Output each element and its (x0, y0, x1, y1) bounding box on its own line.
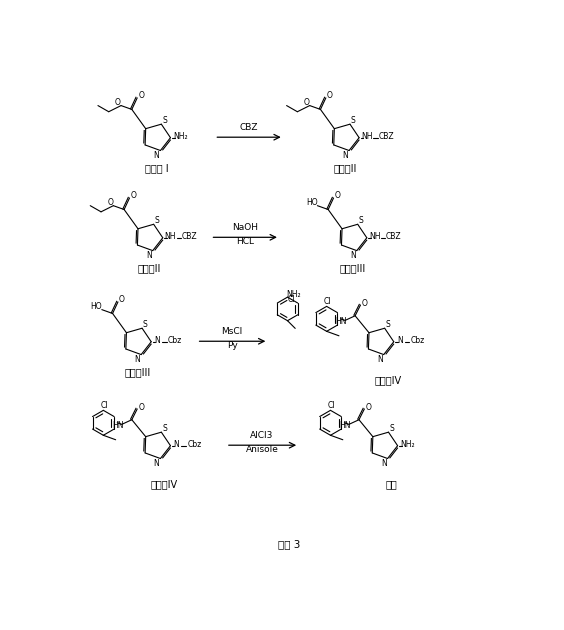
Text: 化合物III: 化合物III (124, 367, 151, 377)
Text: HN: HN (340, 421, 351, 430)
Text: N: N (154, 151, 160, 159)
Text: S: S (162, 424, 167, 433)
Text: NH₂: NH₂ (173, 132, 188, 140)
Text: MsCl: MsCl (222, 327, 243, 336)
Text: O: O (107, 198, 113, 207)
Text: O: O (334, 191, 340, 200)
Text: O: O (138, 91, 144, 100)
Text: CBZ: CBZ (240, 123, 258, 132)
Text: N: N (377, 355, 383, 364)
Text: 化合物 I: 化合物 I (145, 163, 169, 173)
Text: N: N (154, 459, 160, 467)
Text: Cl: Cl (100, 401, 108, 410)
Text: S: S (143, 320, 148, 329)
Text: S: S (358, 216, 363, 225)
Text: N: N (397, 336, 403, 345)
Text: S: S (155, 216, 159, 225)
Text: 产物: 产物 (386, 479, 397, 489)
Text: Cl: Cl (328, 401, 335, 410)
Text: Cl: Cl (324, 297, 331, 306)
Text: Cbz: Cbz (168, 336, 182, 345)
Text: Py: Py (227, 341, 237, 350)
Text: HO: HO (91, 302, 102, 311)
Text: NH: NH (369, 232, 380, 241)
Text: O: O (119, 295, 125, 304)
Text: 化合物III: 化合物III (340, 263, 366, 273)
Text: N: N (174, 440, 179, 449)
Text: N: N (381, 459, 386, 467)
Text: O: O (362, 299, 368, 307)
Text: 化合物II: 化合物II (137, 263, 161, 273)
Text: Cbz: Cbz (187, 440, 201, 449)
Text: 路线 3: 路线 3 (278, 539, 300, 549)
Text: 化合物IV: 化合物IV (374, 375, 401, 385)
Text: S: S (162, 116, 167, 125)
Text: CBZ: CBZ (378, 132, 394, 140)
Text: S: S (389, 424, 394, 433)
Text: O: O (139, 403, 144, 411)
Text: N: N (146, 251, 152, 260)
Text: N: N (342, 151, 348, 159)
Text: HN: HN (336, 317, 347, 326)
Text: O: O (327, 91, 333, 100)
Text: Anisole: Anisole (246, 445, 279, 454)
Text: N: N (134, 355, 140, 364)
Text: HCL: HCL (236, 237, 254, 246)
Text: S: S (351, 116, 355, 125)
Text: HN: HN (112, 421, 124, 430)
Text: O: O (115, 98, 121, 107)
Text: N: N (350, 251, 356, 260)
Text: CBZ: CBZ (386, 232, 402, 241)
Text: 化合物IV: 化合物IV (151, 479, 178, 489)
Text: Cl: Cl (288, 295, 296, 304)
Text: NH₂: NH₂ (400, 440, 415, 449)
Text: Cbz: Cbz (411, 336, 425, 345)
Text: NH₂: NH₂ (287, 290, 301, 299)
Text: O: O (303, 98, 310, 107)
Text: HO: HO (306, 198, 318, 207)
Text: O: O (365, 403, 372, 411)
Text: NH: NH (361, 132, 373, 140)
Text: NaOH: NaOH (232, 223, 258, 232)
Text: N: N (155, 336, 160, 345)
Text: O: O (130, 191, 136, 200)
Text: S: S (385, 320, 390, 329)
Text: 化合物II: 化合物II (333, 163, 357, 173)
Text: AlCl3: AlCl3 (250, 431, 274, 440)
Text: CBZ: CBZ (182, 232, 197, 241)
Text: NH: NH (165, 232, 176, 241)
